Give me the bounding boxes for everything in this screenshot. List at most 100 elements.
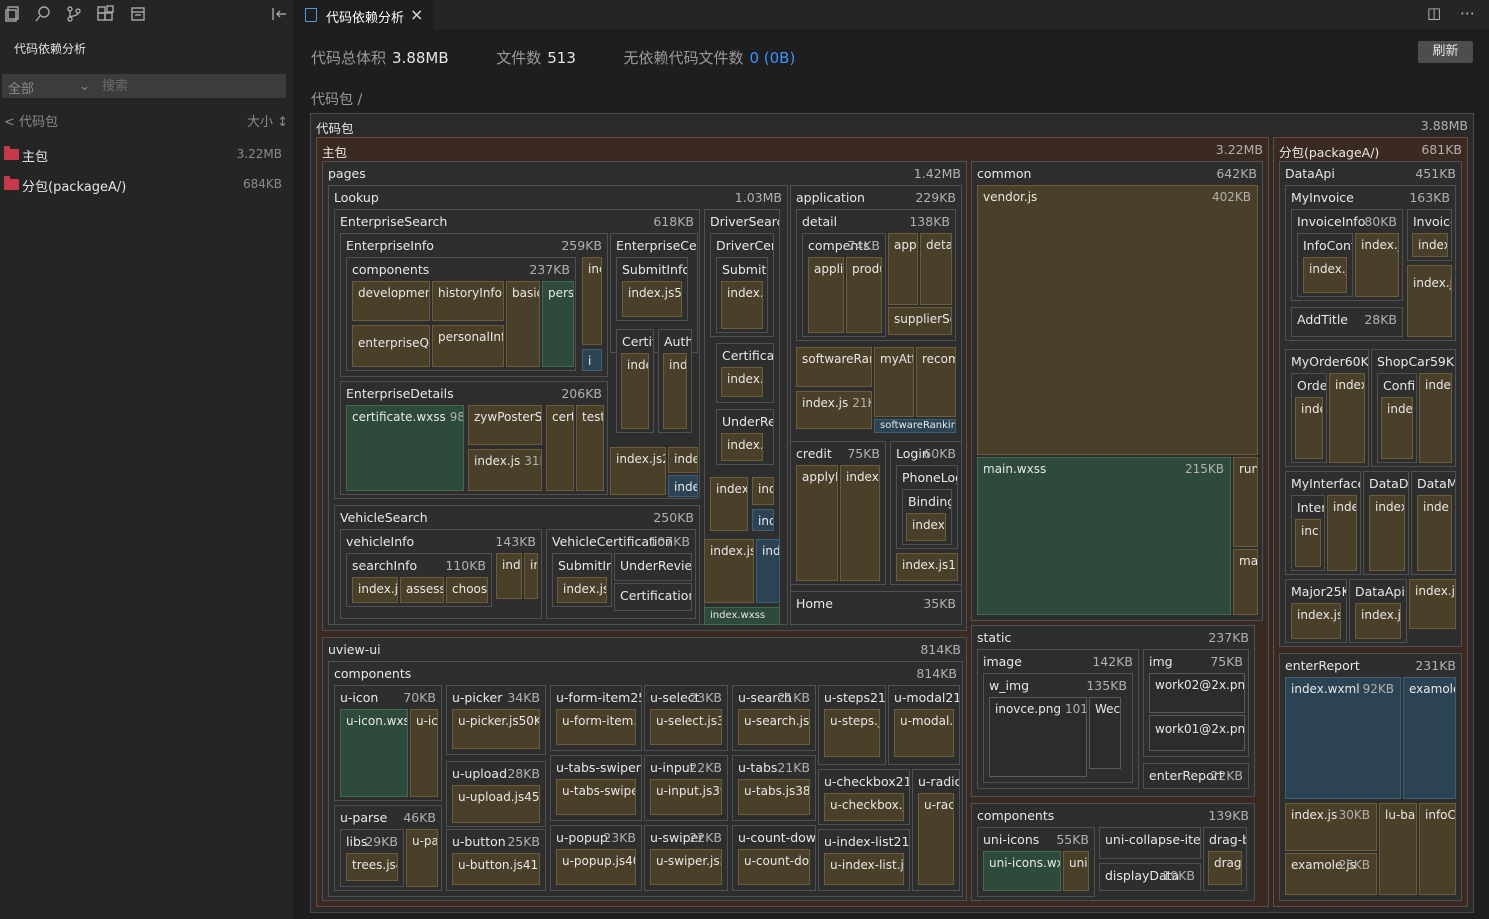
treemap-file[interactable]: index.js31KB [468, 449, 542, 491]
treemap-file[interactable]: index.j [721, 367, 763, 397]
treemap-file[interactable]: index.js 30KB [1285, 803, 1377, 851]
treemap-file[interactable]: main.wxss 215KB [977, 457, 1231, 615]
treemap-file[interactable]: inde [1419, 373, 1452, 463]
treemap-file[interactable]: inc [582, 257, 602, 345]
treemap-uni-collapse[interactable]: uni-collapse-item2 [1099, 827, 1201, 859]
treemap-file[interactable]: index.j [840, 465, 880, 581]
treemap-under-review[interactable]: UnderReview [614, 553, 692, 581]
treemap-file[interactable]: index.j [721, 281, 763, 329]
treemap-file[interactable]: u-modal.j [894, 709, 954, 757]
treemap-file[interactable]: index.wxss [704, 607, 780, 625]
treemap-file[interactable]: recom [916, 347, 956, 417]
treemap-file[interactable]: ind [663, 353, 687, 429]
sort-by-size-button[interactable]: 大小 ↕ [246, 115, 288, 130]
treemap-home[interactable]: Home 35KB [790, 591, 962, 625]
treemap-file[interactable]: u-button.js41KB [452, 853, 540, 885]
treemap-file[interactable]: index.js21KB [796, 391, 872, 429]
treemap-file[interactable]: applyF [796, 465, 838, 581]
source-control-icon[interactable] [65, 5, 85, 25]
treemap-file[interactable]: inde [1327, 495, 1357, 571]
treemap-file[interactable]: ind [756, 539, 780, 603]
treemap-file[interactable]: inovce.png101KB [989, 697, 1087, 777]
refresh-button[interactable]: 刷新 [1418, 41, 1473, 63]
treemap-file[interactable]: examole. [1403, 677, 1456, 799]
treemap-file[interactable]: work02@2x.png4 [1149, 673, 1245, 713]
treemap-file[interactable]: u-form-item.j [556, 709, 636, 745]
treemap-file[interactable]: assessl [400, 577, 444, 603]
treemap-file[interactable]: i [582, 349, 602, 371]
treemap-file[interactable]: trees.js4 [346, 853, 398, 881]
treemap-file[interactable]: basic [506, 281, 540, 367]
treemap-file[interactable]: test [576, 405, 604, 491]
treemap-file[interactable]: u-steps.js [824, 709, 880, 757]
treemap-file[interactable]: index.js50K [622, 281, 682, 317]
treemap-file[interactable]: index.js [557, 577, 607, 603]
collapse-sidebar-icon[interactable] [270, 5, 290, 25]
treemap-file[interactable]: u-swiper.js39 [650, 849, 722, 885]
treemap-file[interactable]: Wecl [1089, 697, 1121, 769]
treemap-file[interactable]: infoC [1419, 803, 1456, 895]
treemap-file[interactable]: historyInfo.js [432, 281, 504, 321]
treemap-file[interactable]: inde [668, 447, 698, 473]
treemap-file[interactable]: softwareRankin [874, 419, 956, 433]
more-actions-icon[interactable]: ⋯ [1460, 4, 1475, 22]
treemap-file[interactable]: development [352, 281, 430, 321]
treemap-file[interactable]: cert [546, 405, 574, 491]
treemap-file[interactable]: index.js2( [610, 447, 666, 495]
treemap-file[interactable]: inde [496, 553, 522, 599]
treemap-file[interactable]: u-search.js3 [738, 709, 810, 745]
no-dependency-value[interactable]: 0 (0B) [749, 49, 796, 67]
treemap-file[interactable]: inde [668, 475, 698, 497]
treemap-file[interactable]: index.js [352, 577, 398, 603]
treemap-file[interactable]: inde [1295, 397, 1323, 459]
back-to-packages-link[interactable]: < 代码包 [4, 115, 59, 130]
treemap-file[interactable]: supplierSo [888, 307, 952, 335]
treemap-file[interactable]: index.js [1355, 233, 1399, 297]
treemap-file[interactable]: u-select.js39 [650, 709, 722, 745]
treemap-file[interactable]: enterpriseQu [352, 325, 430, 367]
treemap-file[interactable]: index. [1369, 495, 1405, 571]
treemap-file[interactable]: index.js2 [704, 539, 754, 603]
treemap-file[interactable]: index.js [1355, 603, 1401, 639]
treemap-file[interactable]: inc [1295, 519, 1321, 567]
treemap-file[interactable]: appli [808, 257, 844, 333]
package-item-main[interactable]: 主包 3.22MB [0, 143, 294, 167]
treemap-file[interactable]: u-input.js39K [650, 779, 722, 815]
treemap-file[interactable]: mai [1233, 549, 1258, 615]
treemap-file[interactable]: personalInfo [432, 325, 504, 367]
treemap-file[interactable]: softwareRanl [796, 347, 872, 387]
treemap-file[interactable]: certificate.wxss98KB [346, 405, 464, 491]
treemap-file[interactable]: u-icon.wxss [340, 709, 408, 797]
package-item-packageA[interactable]: 分包(packageA/) 684KB [0, 173, 294, 197]
treemap-file[interactable]: ind [752, 477, 774, 505]
treemap-file[interactable]: inde [621, 353, 649, 429]
treemap-file[interactable]: index [1329, 373, 1365, 463]
treemap-file[interactable]: deta [920, 233, 952, 305]
treemap-file[interactable]: index.wxml 92KB [1285, 677, 1401, 799]
treemap-file[interactable]: u-popup.js40 [556, 849, 636, 885]
treemap-file[interactable]: perso [542, 281, 574, 367]
treemap-file[interactable]: index.j [721, 433, 763, 461]
treemap-file[interactable]: u-ic [410, 709, 438, 797]
treemap-enter-report-static[interactable]: enterReport 22KB [1143, 763, 1249, 789]
treemap-certification-r[interactable]: CertificationR [614, 583, 692, 611]
extensions-icon[interactable] [96, 5, 116, 25]
treemap-file[interactable]: u-pa [406, 829, 438, 887]
treemap-file[interactable]: ind [752, 509, 774, 531]
treemap-file[interactable]: ir [524, 553, 538, 599]
treemap-file[interactable]: lu-bar [1379, 803, 1417, 895]
split-editor-icon[interactable]: ◫ [1427, 4, 1442, 22]
close-icon[interactable]: × [410, 5, 424, 24]
explorer-icon[interactable] [4, 5, 24, 25]
treemap-file[interactable]: u-tabs.js38K [738, 779, 810, 815]
treemap-file[interactable]: u-rac [918, 793, 954, 885]
treemap-file[interactable]: produ [846, 257, 882, 333]
treemap-display-data[interactable]: displayData 19KB [1099, 863, 1201, 891]
treemap-file[interactable]: work01@2x.png3 [1149, 715, 1245, 751]
treemap-file[interactable]: zywPosterSm [468, 405, 542, 445]
filter-select[interactable]: 全部 ⌄ [2, 74, 94, 98]
tab-dependency-analysis[interactable]: 代码依赖分析 × [295, 0, 433, 29]
treemap-file[interactable]: u-tabs-swiper [556, 779, 636, 815]
treemap-file[interactable]: index.js [1409, 579, 1456, 629]
treemap-file[interactable]: appl [888, 233, 918, 305]
